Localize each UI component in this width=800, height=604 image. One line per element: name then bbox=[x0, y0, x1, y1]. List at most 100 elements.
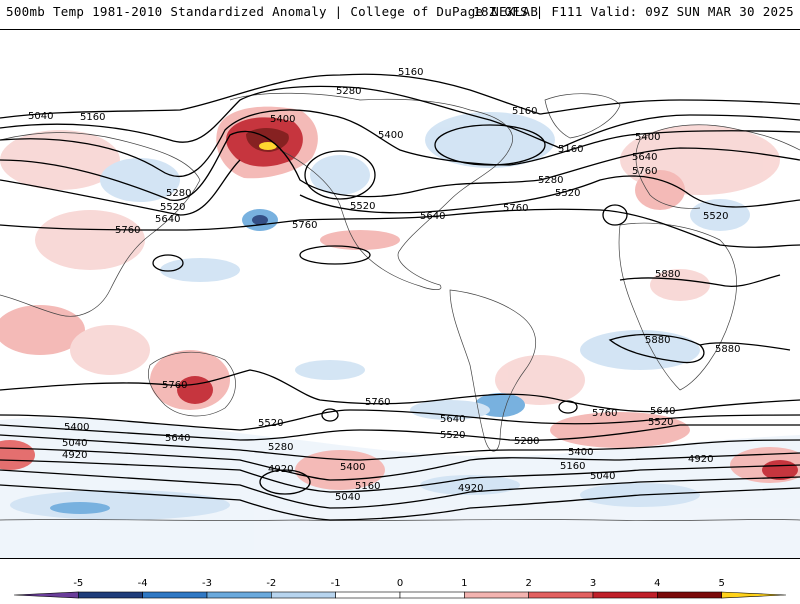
contour-label: 5520 bbox=[160, 202, 185, 213]
map-title: 500mb Temp 1981-2010 Standardized Anomal… bbox=[6, 4, 539, 19]
color-scale-legend: -5 -4 -3 -2 -1 0 1 2 3 4 5 bbox=[0, 572, 800, 600]
contour-label: 5520 bbox=[258, 418, 283, 429]
contour-label: 5880 bbox=[645, 335, 670, 346]
contour-label: 5640 bbox=[650, 406, 675, 417]
contour-label: 5400 bbox=[378, 130, 403, 141]
contour-line-5760-n bbox=[0, 208, 800, 248]
contour-line-5520-n bbox=[0, 130, 800, 201]
legend-tick-label: 2 bbox=[525, 578, 531, 589]
contour-label: 5160 bbox=[398, 67, 423, 78]
contour-label: 5040 bbox=[590, 471, 615, 482]
contour-label: 5640 bbox=[155, 214, 180, 225]
contour-closed-west bbox=[152, 254, 184, 272]
legend-tick-label: 3 bbox=[590, 578, 596, 589]
legend-color-swatch bbox=[335, 591, 401, 599]
coastline-africa bbox=[618, 222, 737, 391]
contour-label: 4920 bbox=[688, 454, 713, 465]
coastline-greenland bbox=[544, 93, 621, 139]
anomaly-cold-pacific3 bbox=[252, 215, 268, 225]
anomaly-cold-canada bbox=[425, 112, 555, 168]
contour-label: 5400 bbox=[340, 462, 365, 473]
contour-closed-pac-trop bbox=[299, 245, 371, 265]
contour-line-5400-s bbox=[0, 434, 800, 461]
anomaly-warm-south3 bbox=[0, 440, 35, 470]
contour-line-5280-n bbox=[0, 85, 800, 149]
coastline-australia bbox=[148, 351, 236, 417]
contour-label: 5640 bbox=[165, 433, 190, 444]
anomaly-warm-asia bbox=[0, 130, 120, 190]
contour-line-5880-af bbox=[619, 274, 781, 287]
contour-line-5040-s bbox=[0, 469, 800, 509]
contour-label: 4920 bbox=[458, 483, 483, 494]
contour-label: 5760 bbox=[503, 203, 528, 214]
contour-closed-high-atl bbox=[602, 204, 628, 226]
contour-label: 5280 bbox=[268, 442, 293, 453]
contour-closed-pac-south bbox=[321, 408, 339, 422]
contour-label: 5520 bbox=[648, 417, 673, 428]
contour-line-5880-io bbox=[608, 333, 705, 364]
legend-color-swatch bbox=[399, 591, 465, 599]
anomaly-shading bbox=[0, 106, 800, 558]
contour-closed-low-can bbox=[434, 124, 546, 166]
contour-closed-south-low2 bbox=[558, 400, 578, 414]
anomaly-cold-pacific bbox=[310, 155, 370, 195]
legend-tick-label: -5 bbox=[73, 578, 83, 589]
legend-color-swatch bbox=[13, 591, 79, 599]
legend-color-swatch bbox=[592, 591, 658, 599]
legend-tick-label: 0 bbox=[397, 578, 403, 589]
anomaly-cold-sa2 bbox=[410, 400, 490, 420]
legend-color-swatch bbox=[528, 591, 594, 599]
contour-label: 4920 bbox=[268, 464, 293, 475]
contour-label: 5760 bbox=[365, 397, 390, 408]
anomaly-warm-europe2 bbox=[635, 170, 685, 210]
contour-label: 5640 bbox=[440, 414, 465, 425]
contour-closed-south-low bbox=[259, 469, 311, 495]
anomaly-cold-io bbox=[580, 330, 700, 370]
model-valid-time: 18Z GFS | F111 Valid: 09Z SUN MAR 30 202… bbox=[473, 4, 794, 19]
contour-label: 5640 bbox=[420, 211, 445, 222]
coastlines bbox=[0, 92, 800, 521]
contour-line-5400-n bbox=[0, 109, 800, 177]
contour-label: 5160 bbox=[512, 106, 537, 117]
height-contours bbox=[0, 73, 800, 521]
legend-tick-label: 1 bbox=[461, 578, 467, 589]
coastline-south-america bbox=[449, 289, 537, 452]
legend-color-swatch bbox=[721, 591, 787, 599]
contour-label: 5520 bbox=[350, 201, 375, 212]
contour-line-5160-s bbox=[0, 459, 800, 493]
legend-color-swatch bbox=[464, 591, 529, 599]
contour-label: 5520 bbox=[555, 188, 580, 199]
legend-color-swatch bbox=[206, 591, 272, 599]
contour-label: 5160 bbox=[560, 461, 585, 472]
contour-line-5880-io2 bbox=[699, 342, 791, 351]
anomaly-warm-india bbox=[0, 305, 85, 355]
coastline-antarctica bbox=[0, 519, 800, 521]
contour-label: 5760 bbox=[115, 225, 140, 236]
legend-tick-label: -3 bbox=[202, 578, 212, 589]
legend-color-swatch bbox=[271, 591, 336, 599]
contour-label: 5880 bbox=[655, 269, 680, 280]
legend-color-swatch bbox=[657, 591, 722, 599]
contour-label: 5040 bbox=[335, 492, 360, 503]
legend-tick-label: -4 bbox=[138, 578, 148, 589]
anomaly-map: 5160 5040 5160 5280 5400 5400 5160 5160 … bbox=[0, 67, 800, 558]
coastline-europe bbox=[635, 124, 800, 209]
contour-label: 5040 bbox=[62, 438, 87, 449]
anomaly-warm-china bbox=[35, 210, 145, 270]
contour-labels: 5160 5040 5160 5280 5400 5400 5160 5160 … bbox=[28, 67, 740, 503]
legend-color-swatch bbox=[142, 591, 208, 599]
contour-label: 5760 bbox=[162, 380, 187, 391]
contour-label: 5400 bbox=[635, 132, 660, 143]
anomaly-cold-tropical bbox=[160, 258, 240, 282]
contour-line-5640-n bbox=[0, 159, 800, 216]
contour-label: 5400 bbox=[64, 422, 89, 433]
contour-label: 5280 bbox=[336, 86, 361, 97]
contour-line-5520-s bbox=[0, 424, 800, 441]
anomaly-cold-antarctic2 bbox=[50, 502, 110, 514]
coastline-asia bbox=[0, 132, 201, 317]
legend-tick-label: -2 bbox=[266, 578, 276, 589]
contour-label: 5400 bbox=[270, 114, 295, 125]
contour-closed-low-pac bbox=[304, 150, 376, 200]
contour-label: 5160 bbox=[80, 112, 105, 123]
anomaly-warm-sa bbox=[495, 355, 585, 405]
